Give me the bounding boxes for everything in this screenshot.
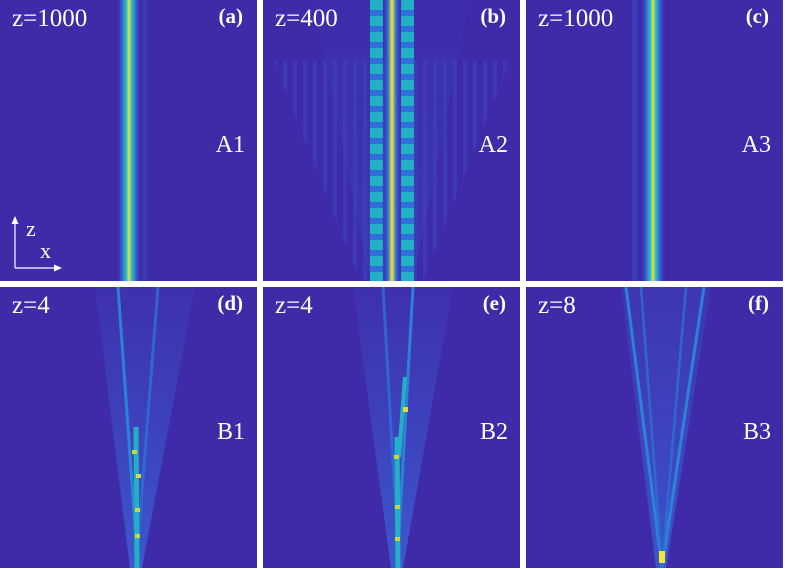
panel-id: A1: [215, 132, 245, 158]
panel-c: z=1000 (c) A3: [526, 0, 783, 281]
filament-inner-left: [639, 287, 664, 568]
beam-cone: [95, 287, 195, 568]
hotspot: [135, 534, 140, 538]
right-lobe: [401, 0, 414, 281]
beam-plot-b: [273, 0, 510, 281]
panel-id: B2: [479, 419, 508, 445]
hotspot: [394, 455, 399, 459]
x-axis-label: x: [40, 238, 51, 263]
hotspot: [395, 537, 400, 541]
side-lobe: [632, 0, 638, 281]
panel-b: z=400 (b) A2: [263, 0, 520, 281]
panel-tag: (a): [218, 4, 244, 28]
panel-e: z=4 (e) B2: [263, 287, 520, 568]
z-label: z=400: [275, 5, 338, 32]
panel-tag: (f): [748, 291, 769, 315]
beam-plot-a: [116, 0, 147, 281]
beam-cone: [621, 287, 711, 568]
beam-plot-c: [632, 0, 666, 281]
beam-plot-e: [353, 287, 453, 568]
z-axis-label: z: [26, 216, 36, 241]
z-label: z=4: [12, 292, 50, 319]
beam-plot-f: [621, 287, 711, 568]
beam-core: [133, 426, 140, 568]
x-arrowhead-icon: [54, 264, 62, 272]
filament-right: [134, 287, 160, 568]
side-lobe: [143, 0, 147, 281]
panel-tag: (d): [217, 291, 243, 315]
hotspot: [136, 474, 141, 478]
panel-f: z=8 (f) B3: [526, 287, 783, 568]
panel-id: B1: [216, 419, 245, 445]
panel-tag: (b): [480, 4, 506, 28]
z-label: z=4: [275, 292, 313, 319]
beam-branch: [397, 376, 407, 458]
panel-a: z=1000 (a) A1 z x: [0, 0, 257, 281]
panel-id: A3: [741, 132, 771, 158]
filament-inner-right: [660, 287, 688, 568]
panel-tag: (c): [745, 4, 769, 28]
main-beam: [382, 0, 402, 281]
filament-right: [660, 287, 706, 568]
z-label: z=1000: [538, 5, 614, 32]
panel-tag: (e): [482, 291, 506, 315]
panel-id: A2: [478, 132, 508, 158]
panel-id: B3: [742, 419, 771, 445]
hotspot: [403, 407, 408, 412]
left-lobe: [370, 0, 383, 281]
axis-indicator: z x: [8, 212, 68, 274]
hotspot: [395, 505, 400, 509]
main-beam: [640, 0, 666, 281]
beam-plot-d: [95, 287, 195, 568]
main-beam: [116, 0, 142, 281]
z-label: z=8: [538, 292, 576, 319]
hotspot: [659, 551, 665, 563]
filament-left: [624, 287, 664, 568]
hotspot: [132, 450, 137, 454]
z-label: z=1000: [12, 5, 88, 32]
panel-d: z=4 (d) B1: [0, 287, 257, 568]
hotspot: [135, 508, 140, 512]
z-arrowhead-icon: [11, 216, 19, 224]
